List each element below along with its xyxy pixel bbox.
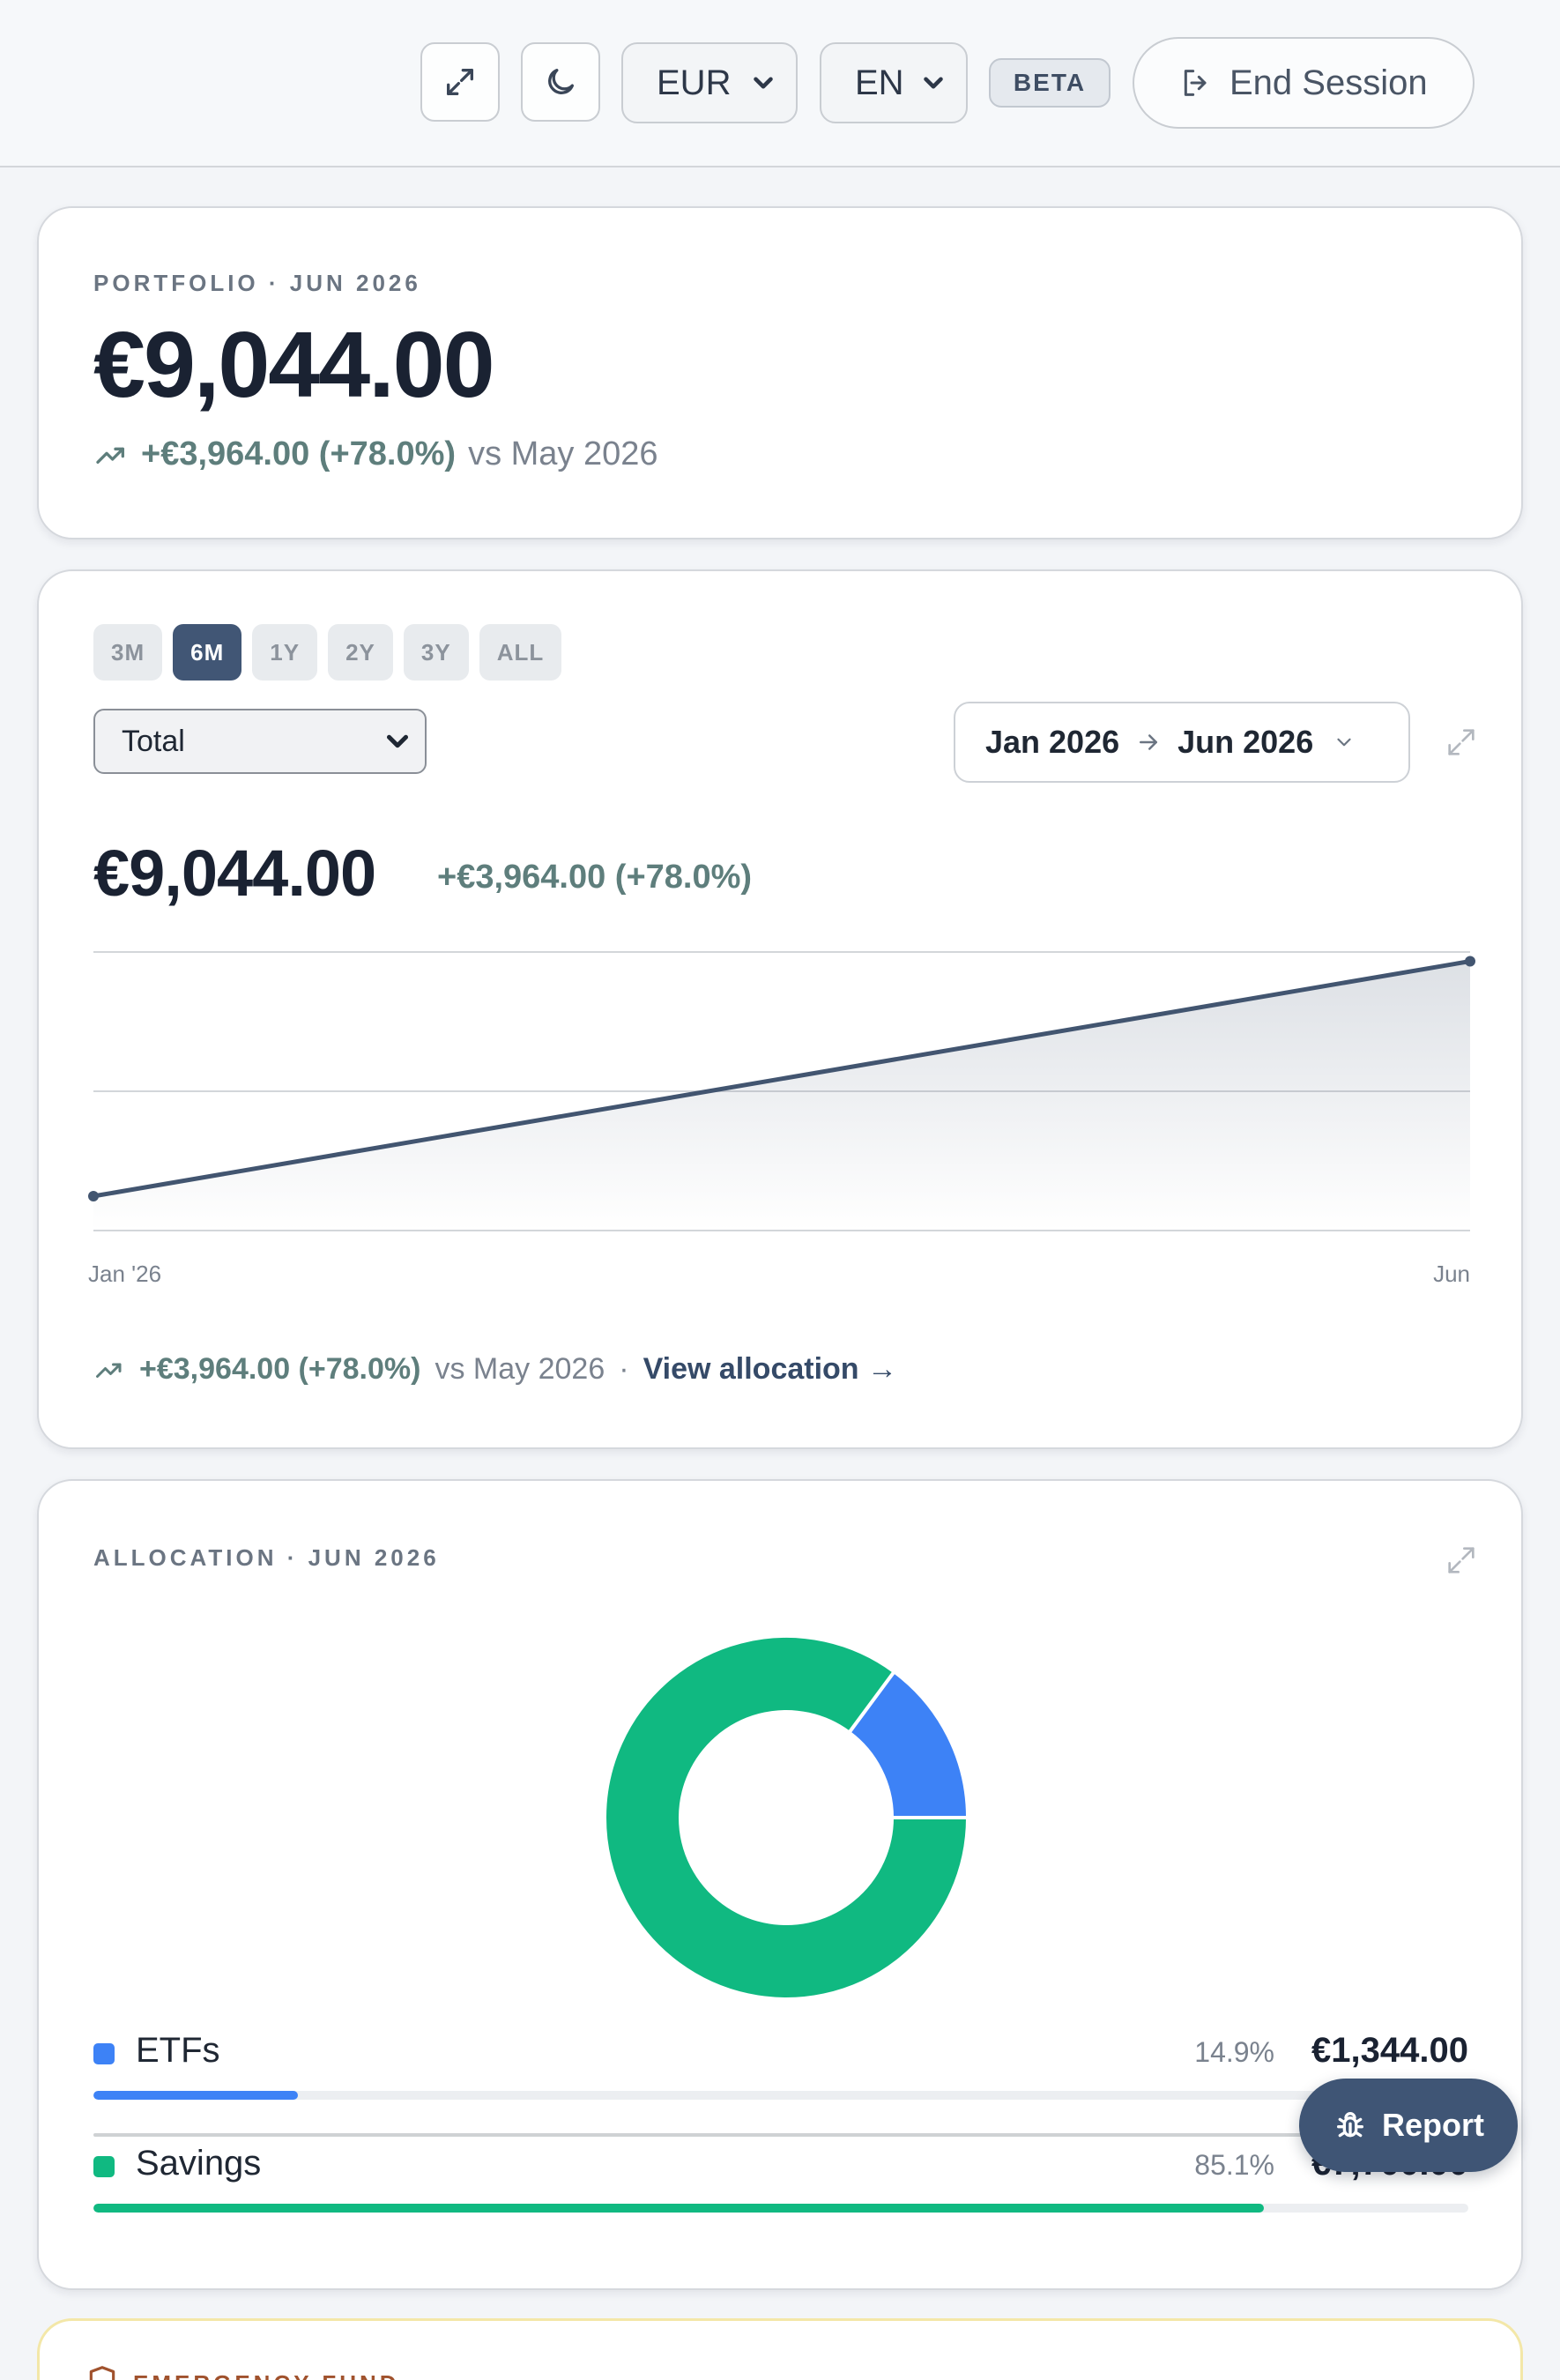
range-pill-2y[interactable]: 2Y xyxy=(328,624,393,681)
expand-icon xyxy=(447,69,473,96)
chevron-down-icon xyxy=(1337,738,1351,747)
allocation-percent: 14.9% xyxy=(1194,2036,1274,2068)
series-area xyxy=(93,961,1470,1231)
allocation-bar-fill xyxy=(93,2204,1264,2213)
date-to: Jun 2026 xyxy=(1177,724,1314,760)
end-session-button[interactable]: End Session xyxy=(1133,37,1475,129)
performance-footer: +€3,964.00 (+78.0%) vs May 2026 · View a… xyxy=(93,1352,897,1387)
logout-icon xyxy=(1184,70,1207,96)
allocation-percent: 85.1% xyxy=(1194,2149,1274,2181)
report-label: Report xyxy=(1382,2107,1484,2143)
beta-badge: BETA xyxy=(989,58,1111,108)
allocation-label: Savings xyxy=(136,2144,262,2183)
allocation-bar-track xyxy=(93,2091,1468,2100)
allocation-overline: ALLOCATION · JUN 2026 xyxy=(93,1544,440,1571)
chevron-down-icon xyxy=(386,734,409,748)
portfolio-amount: €9,044.00 xyxy=(93,313,495,417)
date-range-picker[interactable]: Jan 2026 Jun 2026 xyxy=(954,702,1410,783)
legend-color-swatch xyxy=(93,2156,115,2177)
allocation-bar-track xyxy=(93,2204,1468,2213)
legend-color-swatch xyxy=(93,2043,115,2064)
allocation-label: ETFs xyxy=(136,2031,220,2070)
performance-amount: €9,044.00 xyxy=(93,837,376,910)
portfolio-vs: vs May 2026 xyxy=(468,435,658,472)
x-tick-label: Jan '26 xyxy=(88,1261,161,1287)
series-select[interactable]: Total xyxy=(93,709,427,774)
end-session-label: End Session xyxy=(1229,63,1428,102)
data-point xyxy=(88,1191,99,1202)
arrow-right-icon xyxy=(1140,734,1158,750)
allocation-value: €1,344.00 xyxy=(1311,2031,1468,2070)
chevron-down-icon xyxy=(754,77,773,89)
chevron-down-icon xyxy=(924,77,943,89)
allocation-expand-icon[interactable] xyxy=(1444,1543,1479,1578)
fullscreen-button[interactable] xyxy=(420,42,500,122)
portfolio-gain: +€3,964.00 (+78.0%) xyxy=(141,435,457,472)
legend-divider xyxy=(93,2133,1468,2137)
series-select-value: Total xyxy=(122,724,185,758)
data-point xyxy=(1465,956,1475,967)
allocation-donut-chart xyxy=(603,1634,970,2001)
moon-icon xyxy=(548,69,574,94)
language-value: EN xyxy=(855,63,904,102)
performance-gain: +€3,964.00 (+78.0%) xyxy=(437,859,753,896)
donut-slice-savings xyxy=(603,1634,970,2001)
portfolio-overline: PORTFOLIO · JUN 2026 xyxy=(93,270,421,296)
range-pill-3y[interactable]: 3Y xyxy=(403,624,469,681)
trending-up-icon xyxy=(96,1363,122,1378)
range-pill-1y[interactable]: 1Y xyxy=(252,624,318,681)
range-pill-6m[interactable]: 6M xyxy=(173,624,242,681)
trending-up-icon xyxy=(96,447,124,464)
footer-gain: +€3,964.00 (+78.0%) xyxy=(139,1352,421,1386)
allocation-bar-fill xyxy=(93,2091,299,2100)
portfolio-change: +€3,964.00 (+78.0%) vs May 2026 xyxy=(93,435,658,473)
emergency-fund-card: EMERGENCY FUND xyxy=(37,2318,1523,2380)
performance-card: 3M 6M 1Y 2Y 3Y ALL Total Jan 2026 Jun 2026 €9… xyxy=(37,569,1523,1449)
top-bar: EUR EN BETA End Session xyxy=(0,0,1560,167)
performance-line-chart: Jan '26 Jun xyxy=(88,951,1475,1287)
allocation-row-etfs: ETFs 14.9% €1,344.00 xyxy=(93,2027,1468,2116)
series-line xyxy=(91,959,1473,1199)
date-from: Jan 2026 xyxy=(985,724,1120,760)
currency-select[interactable]: EUR xyxy=(621,42,798,123)
footer-separator: · xyxy=(619,1352,629,1386)
range-pill-all[interactable]: ALL xyxy=(479,624,562,681)
footer-vs: vs May 2026 xyxy=(435,1352,605,1386)
report-bug-button[interactable]: Report xyxy=(1299,2079,1518,2172)
shield-icon xyxy=(89,2366,115,2380)
language-select[interactable]: EN xyxy=(820,42,968,123)
view-allocation-link[interactable]: View allocation → xyxy=(643,1352,898,1386)
currency-value: EUR xyxy=(657,63,732,102)
emergency-overline: EMERGENCY FUND xyxy=(133,2370,400,2380)
theme-toggle-button[interactable] xyxy=(521,42,600,122)
bug-icon xyxy=(1337,2112,1363,2138)
chart-expand-icon[interactable] xyxy=(1444,725,1479,760)
range-selector: 3M 6M 1Y 2Y 3Y ALL xyxy=(93,624,562,681)
range-pill-3m[interactable]: 3M xyxy=(93,624,163,681)
allocation-card: ALLOCATION · JUN 2026 ETFs 14.9% €1,344.00… xyxy=(37,1479,1523,2290)
portfolio-card: PORTFOLIO · JUN 2026 €9,044.00 +€3,964.0… xyxy=(37,206,1523,539)
x-tick-label: Jun xyxy=(1433,1261,1470,1287)
